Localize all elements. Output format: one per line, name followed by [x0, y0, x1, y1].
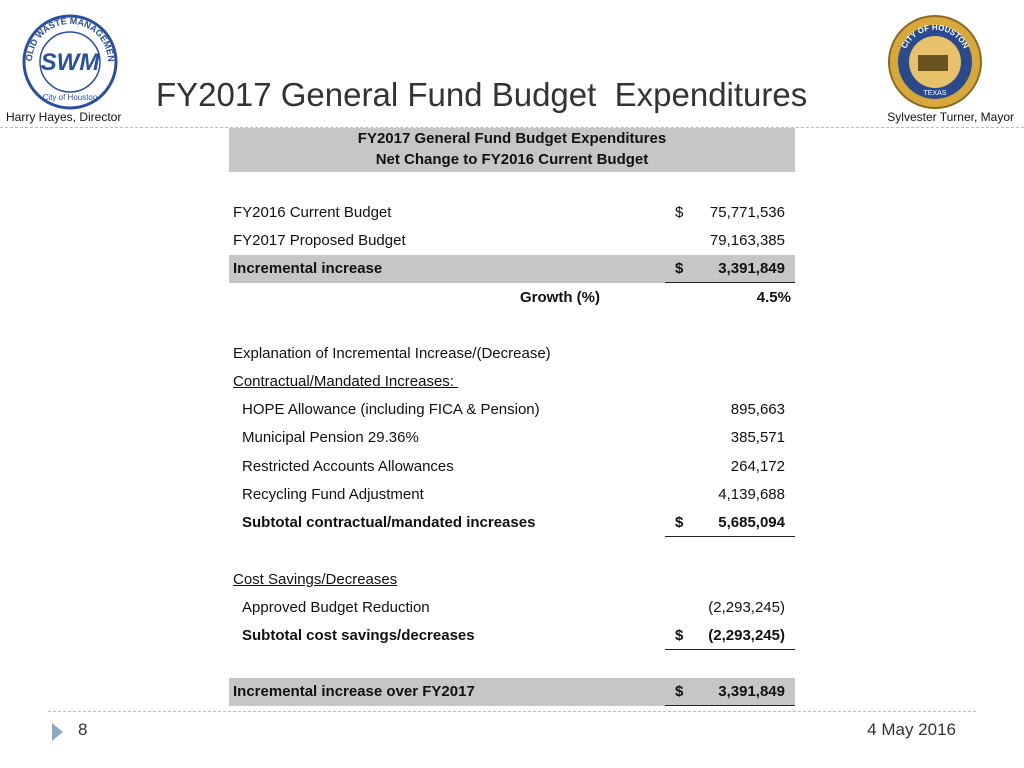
table-row: Restricted Accounts Allowances 264,172	[229, 453, 795, 481]
footer-arrow	[52, 723, 63, 741]
amount: 5,685,094	[718, 514, 785, 531]
left-logo-inner	[39, 31, 101, 93]
heading-line: Net Change to FY2016 Current Budget	[375, 151, 649, 168]
row-label: Subtotal cost savings/decreases	[242, 627, 475, 644]
heading-line: FY2017 General Fund Budget Expenditures	[357, 130, 667, 147]
table-row: Incremental increase $3,391,849	[229, 255, 795, 283]
table-row: Growth (%) 4.5%	[229, 284, 795, 312]
amount: 895,663	[730, 401, 785, 418]
currency: $	[675, 514, 684, 531]
currency: $	[675, 204, 684, 221]
amount: 385,571	[730, 429, 785, 446]
amount: 79,163,385	[709, 232, 785, 249]
divider	[48, 711, 976, 712]
amount: 4.5%	[756, 289, 791, 306]
date: 4 May 2016	[867, 720, 956, 739]
seal-engine	[918, 55, 948, 71]
table-row: FY2016 Current Budget $75,771,536	[229, 199, 795, 227]
left-caption: Harry Hayes, Director	[6, 110, 122, 124]
table-row: Recycling Fund Adjustment 4,139,688	[229, 481, 795, 509]
currency: $	[675, 260, 684, 277]
row-label: Cost Savings/Decreases	[233, 571, 398, 588]
seal-base: TEXAS	[924, 90, 947, 97]
row-label: FY2017 Proposed Budget	[233, 232, 406, 249]
table-heading: FY2017 General Fund Budget Expenditures …	[229, 128, 795, 172]
table-row: Contractual/Mandated Increases:	[229, 368, 795, 396]
logo-mark: SWM	[41, 49, 101, 76]
row-label: Recycling Fund Adjustment	[242, 486, 424, 503]
row-label: Restricted Accounts Allowances	[242, 458, 454, 475]
table-row: Subtotal contractual/mandated increases $…	[229, 509, 795, 537]
row-label: Explanation of Incremental Increase/(Dec…	[233, 345, 551, 362]
row-label: FY2016 Current Budget	[233, 204, 392, 221]
table-row: Cost Savings/Decreases	[229, 566, 795, 594]
row-label: Incremental increase	[233, 260, 383, 277]
table-row: HOPE Allowance (including FICA & Pension…	[229, 396, 795, 424]
table-row: Incremental increase over FY2017 $3,391,8…	[229, 678, 795, 706]
table-row: Municipal Pension 29.36% 385,571	[229, 424, 795, 452]
row-label: Subtotal contractual/mandated increases	[242, 514, 536, 531]
table-row: Explanation of Incremental Increase/(Dec…	[229, 340, 795, 368]
amount: 75,771,536	[709, 204, 785, 221]
page-number: 8	[78, 720, 88, 739]
amount: 4,139,688	[718, 486, 785, 503]
amount: 3,391,849	[718, 260, 785, 277]
row-label: Municipal Pension 29.36%	[242, 429, 419, 446]
row-label: HOPE Allowance (including FICA & Pension…	[242, 401, 540, 418]
table-row: Approved Budget Reduction (2,293,245)	[229, 594, 795, 622]
logo-base: City of Houston	[43, 93, 98, 102]
amount: (2,293,245)	[708, 599, 785, 616]
currency: $	[675, 683, 684, 700]
row-label: Incremental increase over FY2017	[233, 683, 475, 700]
slide-title: FY2017 General Fund Budget Expenditures	[156, 76, 808, 113]
table-row: Subtotal cost savings/decreases $ (2,293,2…	[229, 622, 795, 650]
row-label: Approved Budget Reduction	[242, 599, 430, 616]
amount: 264,172	[730, 458, 785, 475]
row-label: Contractual/Mandated Increases:	[233, 373, 459, 390]
row-label: Growth (%)	[520, 289, 600, 306]
table-row: FY2017 Proposed Budget 79,163,385	[229, 227, 795, 255]
right-caption: Sylvester Turner, Mayor	[887, 110, 1014, 124]
currency: $	[675, 627, 684, 644]
amount: (2,293,245)	[708, 627, 785, 644]
divider	[0, 127, 1024, 128]
amount: 3,391,849	[718, 683, 785, 700]
